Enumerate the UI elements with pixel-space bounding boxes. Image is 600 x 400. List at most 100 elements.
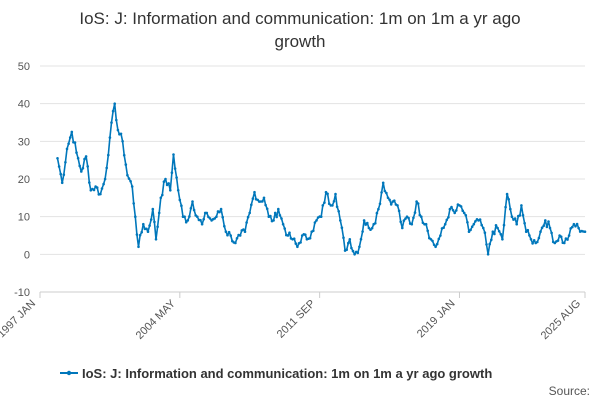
data-point[interactable] (377, 207, 380, 211)
data-point[interactable] (370, 226, 374, 230)
data-point[interactable] (483, 231, 487, 234)
data-point[interactable] (243, 230, 247, 233)
data-point[interactable] (358, 245, 361, 249)
data-point[interactable] (315, 219, 318, 222)
data-point[interactable] (466, 221, 469, 224)
data-point[interactable] (577, 226, 580, 230)
data-point[interactable] (389, 203, 393, 206)
data-point[interactable] (137, 245, 140, 249)
data-point[interactable] (462, 211, 466, 215)
data-point[interactable] (486, 253, 490, 256)
data-point[interactable] (416, 202, 420, 205)
data-point[interactable] (381, 181, 385, 185)
data-point[interactable] (226, 233, 229, 237)
data-point[interactable] (208, 217, 212, 220)
data-point[interactable] (407, 216, 410, 220)
data-point[interactable] (547, 220, 550, 223)
data-point[interactable] (515, 222, 518, 226)
data-point[interactable] (399, 220, 403, 224)
data-point[interactable] (424, 222, 428, 226)
data-point[interactable] (342, 236, 345, 239)
data-point[interactable] (84, 155, 88, 158)
data-point[interactable] (281, 222, 285, 226)
data-point[interactable] (575, 222, 579, 226)
data-point[interactable] (172, 153, 175, 156)
data-point[interactable] (227, 230, 231, 234)
data-point[interactable] (567, 234, 571, 237)
data-point[interactable] (292, 237, 296, 240)
data-point[interactable] (340, 226, 344, 229)
data-point[interactable] (531, 242, 534, 245)
data-point[interactable] (485, 243, 488, 246)
data-point[interactable] (339, 219, 342, 222)
data-point[interactable] (153, 220, 156, 224)
data-point[interactable] (544, 219, 547, 222)
data-point[interactable] (480, 223, 484, 227)
data-point[interactable] (451, 209, 455, 212)
data-point[interactable] (127, 177, 131, 180)
data-point[interactable] (60, 181, 64, 185)
data-point[interactable] (176, 189, 180, 192)
data-point[interactable] (397, 209, 401, 213)
data-point[interactable] (464, 214, 468, 217)
data-point[interactable] (191, 200, 194, 203)
legend[interactable]: IoS: J: Information and communication: 1… (60, 366, 492, 381)
data-point[interactable] (178, 198, 182, 202)
data-point[interactable] (95, 186, 99, 189)
data-point[interactable] (200, 222, 204, 226)
data-point[interactable] (110, 121, 113, 124)
data-point[interactable] (180, 204, 183, 207)
data-point[interactable] (105, 166, 108, 170)
data-point[interactable] (540, 226, 544, 229)
data-point[interactable] (167, 182, 170, 185)
data-point[interactable] (186, 219, 190, 222)
data-point[interactable] (410, 222, 414, 226)
data-point[interactable] (161, 193, 164, 197)
data-point[interactable] (173, 167, 177, 170)
data-point[interactable] (65, 147, 69, 151)
data-point[interactable] (402, 219, 406, 222)
data-point[interactable] (367, 226, 371, 230)
data-point[interactable] (542, 224, 545, 227)
data-point[interactable] (57, 165, 61, 168)
data-point[interactable] (56, 157, 59, 160)
data-point[interactable] (548, 226, 552, 230)
data-point[interactable] (383, 189, 387, 193)
data-point[interactable] (116, 128, 120, 132)
data-point[interactable] (99, 192, 102, 196)
data-point[interactable] (337, 210, 341, 213)
data-point[interactable] (526, 228, 530, 232)
data-point[interactable] (119, 132, 123, 136)
data-point[interactable] (334, 192, 337, 196)
data-point[interactable] (122, 153, 126, 157)
data-point[interactable] (121, 140, 124, 143)
data-point[interactable] (445, 218, 449, 222)
data-point[interactable] (459, 205, 463, 208)
data-point[interactable] (335, 205, 339, 209)
data-point[interactable] (559, 235, 563, 238)
data-point[interactable] (196, 215, 199, 218)
data-point[interactable] (218, 210, 221, 214)
data-point[interactable] (545, 225, 549, 229)
data-point[interactable] (269, 214, 272, 218)
data-point[interactable] (308, 236, 312, 240)
data-point[interactable] (348, 238, 352, 241)
data-point[interactable] (553, 241, 557, 245)
data-point[interactable] (501, 238, 504, 241)
data-point[interactable] (461, 209, 465, 212)
data-point[interactable] (536, 240, 539, 244)
data-point[interactable] (332, 200, 336, 203)
data-point[interactable] (183, 215, 186, 218)
data-point[interactable] (493, 232, 496, 236)
data-point[interactable] (507, 198, 511, 201)
data-point[interactable] (138, 233, 142, 237)
data-point[interactable] (490, 238, 493, 242)
data-point[interactable] (92, 188, 96, 192)
data-point[interactable] (145, 227, 148, 231)
data-point[interactable] (572, 222, 576, 226)
data-point[interactable] (556, 239, 560, 242)
data-point[interactable] (159, 196, 163, 200)
data-point[interactable] (494, 224, 498, 227)
data-point[interactable] (83, 157, 86, 161)
data-point[interactable] (67, 142, 70, 145)
